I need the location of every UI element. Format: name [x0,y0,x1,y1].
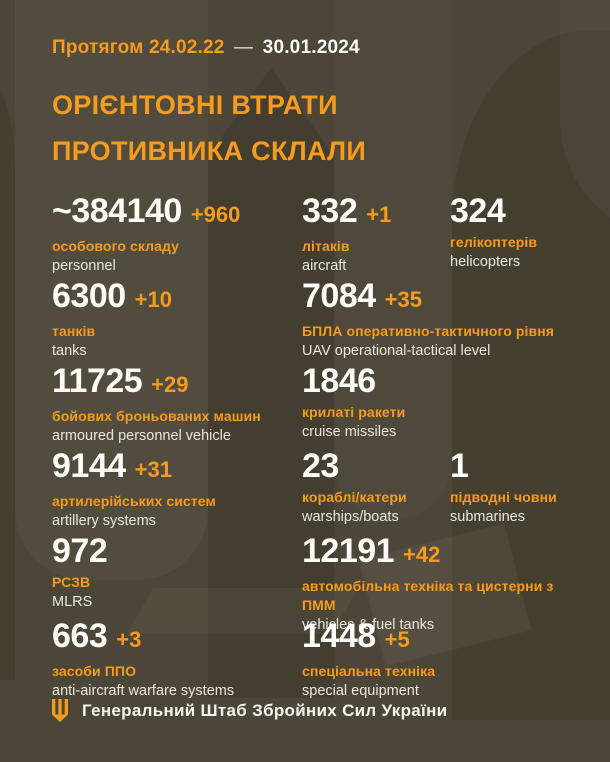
stat-value: 663 [52,617,108,655]
stat-label-en: armoured personnel vehicle [52,428,231,444]
stat-label-uk: крилаті ракети [302,404,406,420]
stat-submarines: 1 підводні човни submarines [450,445,572,527]
stat-label-en: artillery systems [52,513,156,529]
stat-label-en: helicopters [450,254,521,270]
stat-value: ~384140 [52,192,182,230]
stat-label-uk: спеціальна техніка [302,663,436,679]
watermark-trident-middle-prong [208,68,334,698]
stat-label-en: vehicles & fuel tanks [302,617,435,633]
page-title: ОРІЄНТОВНІ ВТРАТИ ПРОТИВНИКА СКЛАЛИ [52,82,572,174]
stat-delta: +35 [384,287,422,312]
period-end-date: 30.01.2024 [262,37,360,58]
stat-value: 972 [52,532,108,570]
stat-special-equipment: 1448 +5 спеціальна техніка special equip… [302,615,572,701]
stat-value: 12191 [302,532,395,570]
stat-delta: +10 [134,287,172,312]
stat-label-en: anti-aircraft warfare systems [52,683,235,699]
footer: Генеральний Штаб Збройних Сил України [52,699,447,722]
stat-label-uk: танків [52,323,96,339]
period-prefix: Протягом 24.02.22 [52,37,225,58]
tryzub-trident-icon [52,699,68,722]
stat-label-uk: літаків [302,238,350,254]
stat-label-en: personnel [52,258,116,274]
stat-label-uk: РСЗВ [52,574,91,590]
stat-label-en: tanks [52,343,87,359]
stat-value: 1 [450,447,469,485]
stat-label-en: cruise missiles [302,424,397,440]
stat-delta: +960 [190,202,241,227]
stat-label-uk: кораблі/катери [302,489,407,505]
stat-label-en: aircraft [302,258,347,274]
stat-label-uk: підводні човни [450,489,557,505]
losses-grid: ~384140 +960 особового складу personnel … [52,190,572,700]
stat-anti-aircraft: 663 +3 засоби ППО anti-aircraft warfare … [52,615,302,701]
stat-warships: 23 кораблі/катери warships/boats [302,445,450,527]
page-title-line2: ПРОТИВНИКА СКЛАЛИ [52,136,367,166]
stat-artillery: 9144 +31 артилерійських систем artillery… [52,445,302,531]
organization-name: Генеральний Штаб Збройних Сил України [82,700,448,720]
stat-value: 9144 [52,447,126,485]
stat-delta: +29 [151,372,189,397]
stat-value: 324 [450,192,506,230]
stat-label-uk: гелікоптерів [450,234,538,250]
stat-label-uk: БПЛА оперативно-тактичного рівня [302,323,555,339]
stat-delta: +31 [134,457,172,482]
stat-value: 332 [302,192,358,230]
stat-value: 11725 [52,362,143,400]
stat-label-uk: засоби ППО [52,663,137,679]
page-title-line1: ОРІЄНТОВНІ ВТРАТИ [52,90,338,120]
stat-mlrs: 972 РСЗВ MLRS [52,530,302,612]
stat-uav: 7084 +35 БПЛА оперативно-тактичного рівн… [302,275,572,361]
stat-delta: +5 [384,627,410,652]
stat-label-uk: артилерійських систем [52,493,216,509]
stat-value: 6300 [52,277,126,315]
watermark-trident-left-prong [0,30,15,680]
stat-armoured-vehicles: 11725 +29 бойових броньованих машин armo… [52,360,302,446]
stat-aircraft: 332 +1 літаків aircraft [302,190,450,276]
stat-delta: +3 [116,627,142,652]
stat-label-uk: бойових броньованих машин [52,408,261,424]
stat-helicopters: 324 гелікоптерів helicopters [450,190,572,272]
stat-value: 23 [302,447,339,485]
stat-personnel: ~384140 +960 особового складу personnel [52,190,302,276]
report-period: Протягом 24.02.22 — 30.01.2024 [52,36,572,60]
stat-label-en: UAV operational-tactical level [302,343,491,359]
stat-value: 1846 [302,362,376,400]
stat-label-en: warships/boats [302,509,399,525]
stat-value: 1448 [302,617,376,655]
watermark-trident-right-prong [452,30,610,720]
stat-label-uk: автомобільна техніка та цистерни з ПММ [302,578,554,613]
stat-label-uk: особового складу [52,238,180,254]
stat-delta: +1 [366,202,392,227]
stat-value: 7084 [302,277,376,315]
stat-label-en: submarines [450,509,525,525]
stat-label-en: special equipment [302,683,419,699]
stat-vehicles-fuel-tanks: 12191 +42 автомобільна техніка та цистер… [302,530,572,635]
stat-delta: +42 [403,542,441,567]
stat-cruise-missiles: 1846 крилаті ракети cruise missiles [302,360,572,442]
stat-tanks: 6300 +10 танків tanks [52,275,302,361]
period-separator: — [233,37,254,58]
stat-label-en: MLRS [52,594,93,610]
